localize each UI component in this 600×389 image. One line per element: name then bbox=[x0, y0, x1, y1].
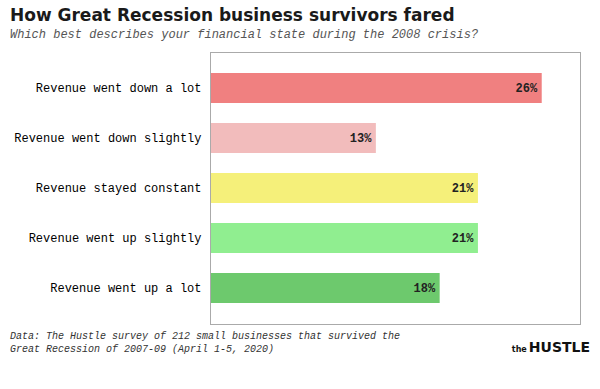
html-text:How Great Recession business s: How Great Recession business survivors f… bbox=[10, 5, 455, 25]
svg-text:18%: 18% bbox=[414, 282, 436, 296]
html-text:theHUSTLE: theHUSTLE bbox=[511, 339, 590, 355]
svg-text:21%: 21% bbox=[452, 182, 474, 196]
svg-text:Revenue went down slightly: Revenue went down slightly bbox=[14, 132, 201, 146]
svg-text:Revenue went up a lot: Revenue went up a lot bbox=[50, 282, 201, 296]
svg-text:Revenue stayed constant: Revenue stayed constant bbox=[36, 182, 202, 196]
svg-text:21%: 21% bbox=[452, 232, 474, 246]
html-text:Data: The Hustle survey of 212: Data: The Hustle survey of 212 small bus… bbox=[10, 331, 401, 355]
svg-text:26%: 26% bbox=[516, 82, 538, 96]
svg-text:Revenue went down a lot: Revenue went down a lot bbox=[36, 82, 202, 96]
html-text:Which best describes your fina: Which best describes your financial stat… bbox=[10, 28, 479, 42]
svg-text:Revenue went up slightly: Revenue went up slightly bbox=[29, 232, 202, 246]
svg-text:13%: 13% bbox=[350, 132, 372, 146]
